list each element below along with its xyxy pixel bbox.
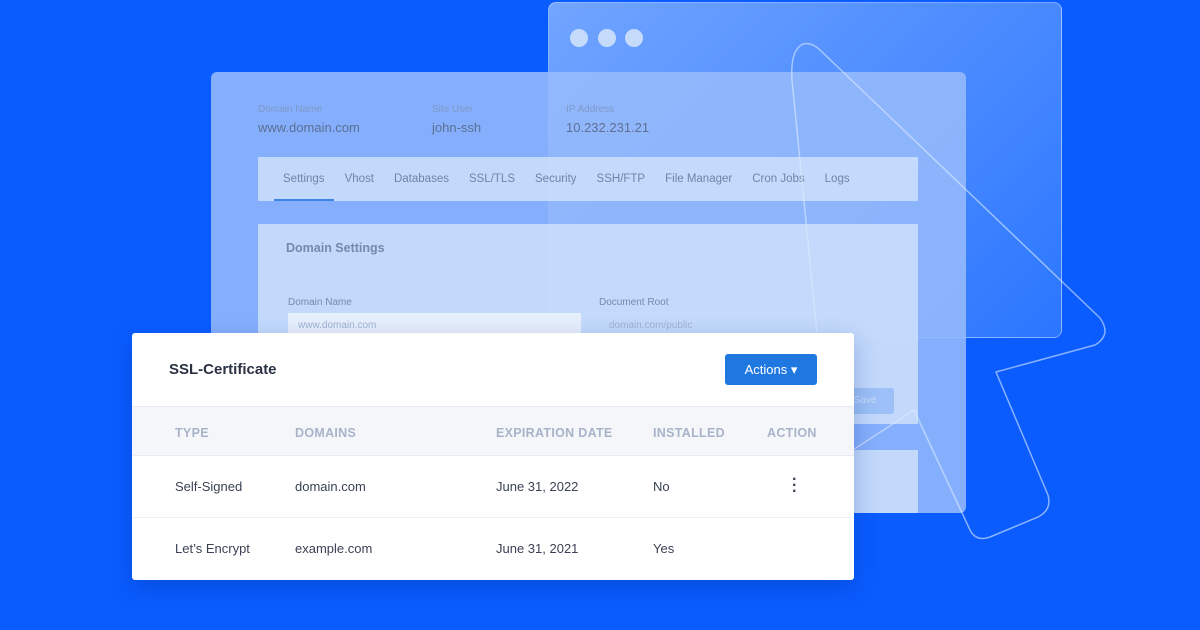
column-header-domains[interactable]: DOMAINS <box>295 426 357 440</box>
meta-label: Site User <box>432 104 474 115</box>
meta-domain: Domain Name www.domain.com <box>258 104 360 135</box>
document-root-input[interactable]: domain.com/public <box>609 320 693 331</box>
tab-file-manager[interactable]: File Manager <box>665 173 733 185</box>
column-header-type[interactable]: TYPE <box>175 426 209 440</box>
cell-installed: No <box>653 479 670 494</box>
card-title: SSL-Certificate <box>169 361 277 378</box>
column-header-action: ACTION <box>767 426 817 440</box>
cell-domain: example.com <box>295 541 373 556</box>
tab-bar: Settings Vhost Databases SSL/TLS Securit… <box>258 157 918 201</box>
document-root-label: Document Root <box>599 297 669 308</box>
meta-value: john-ssh <box>432 120 482 135</box>
window-dot-icon <box>598 29 616 47</box>
cell-expiration: June 31, 2021 <box>496 541 579 556</box>
cell-type: Self-Signed <box>175 479 243 494</box>
column-header-expiration[interactable]: EXPIRATION DATE <box>496 426 613 440</box>
cell-domain: domain.com <box>295 479 366 494</box>
meta-ip: IP Address 10.232.231.21 <box>566 104 649 135</box>
tab-databases[interactable]: Databases <box>393 173 449 185</box>
cell-installed: Yes <box>653 541 675 556</box>
tab-vhost[interactable]: Vhost <box>344 173 374 185</box>
actions-dropdown-button[interactable]: Actions ▾ <box>725 354 817 385</box>
section-title: Domain Settings <box>286 241 385 255</box>
tab-settings[interactable]: Settings <box>273 157 335 201</box>
table-row: Let’s Encrypt example.com June 31, 2021 … <box>132 518 854 580</box>
cell-expiration: June 31, 2022 <box>496 479 579 494</box>
meta-label: Domain Name <box>258 104 322 115</box>
meta-site-user: Site User john-ssh <box>432 104 481 135</box>
tab-ssl-tls[interactable]: SSL/TLS <box>468 173 515 185</box>
cell-type: Let’s Encrypt <box>175 541 250 556</box>
meta-value: 10.232.231.21 <box>566 120 650 135</box>
table-row: Self-Signed domain.com June 31, 2022 No … <box>132 456 854 518</box>
meta-label: IP Address <box>566 104 615 115</box>
tab-logs[interactable]: Logs <box>824 173 850 185</box>
more-vertical-icon[interactable]: · · · <box>792 471 798 500</box>
meta-value: www.domain.com <box>258 120 360 135</box>
ssl-certificate-card: SSL-Certificate Actions ▾ TYPE DOMAINS E… <box>132 333 854 580</box>
table-header: TYPE DOMAINS EXPIRATION DATE INSTALLED A… <box>132 406 854 456</box>
tab-ssh-ftp[interactable]: SSH/FTP <box>596 173 646 185</box>
column-header-installed[interactable]: INSTALLED <box>653 426 725 440</box>
tab-security[interactable]: Security <box>535 173 577 185</box>
window-dot-icon <box>625 29 643 47</box>
window-dot-icon <box>570 29 588 47</box>
tab-cron-jobs[interactable]: Cron Jobs <box>752 173 805 185</box>
domain-name-label: Domain Name <box>288 297 352 308</box>
